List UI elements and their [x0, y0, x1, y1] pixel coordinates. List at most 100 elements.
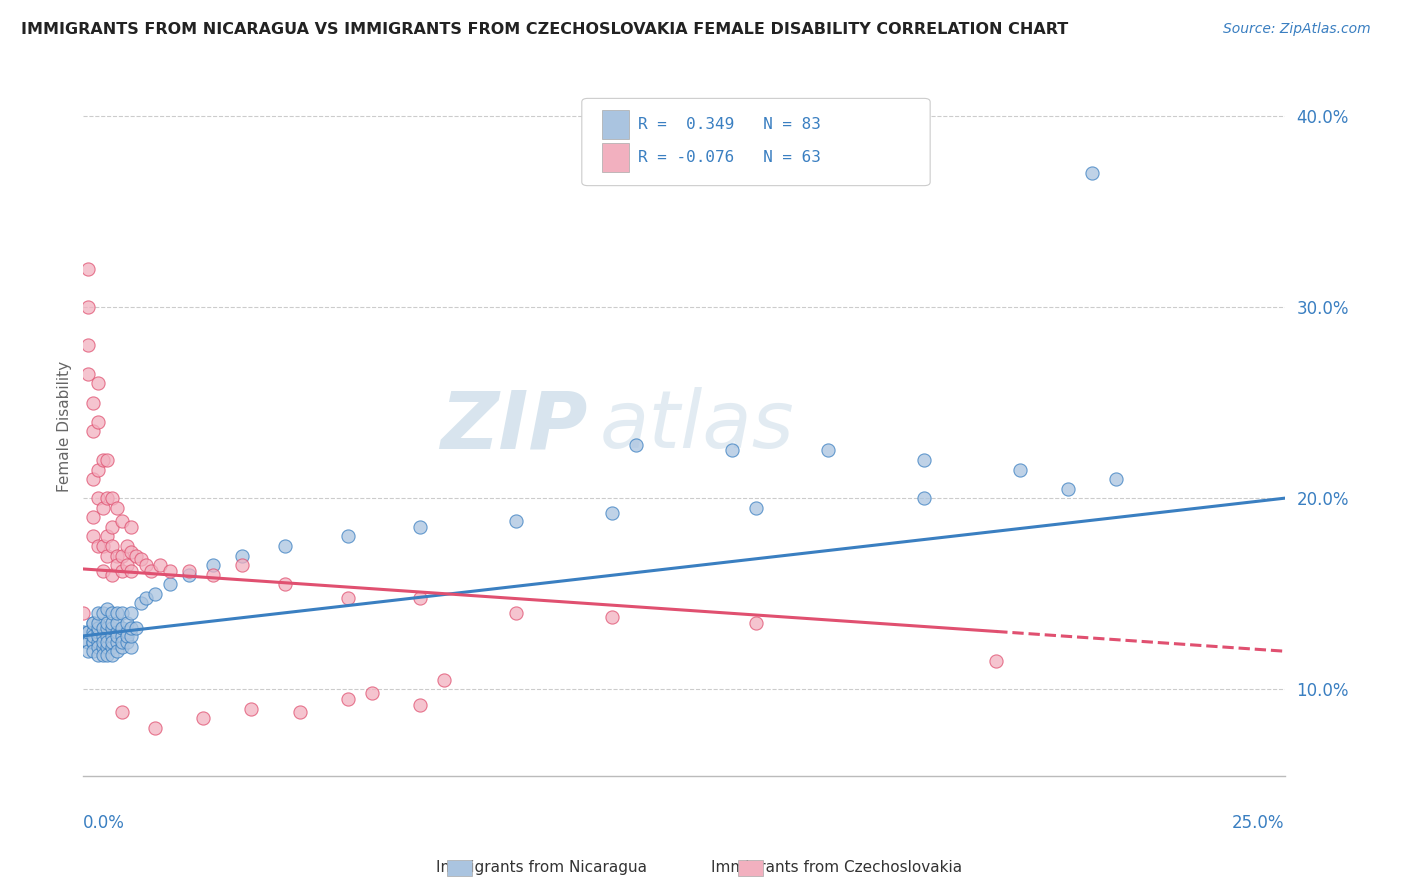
Point: [111, 549, 134, 563]
Point: [77, 644, 100, 658]
Point: [91, 453, 114, 467]
Text: IMMIGRANTS FROM NICARAGUA VS IMMIGRANTS FROM CZECHOSLOVAKIA FEMALE DISABILITY CO: IMMIGRANTS FROM NICARAGUA VS IMMIGRANTS …: [21, 22, 1069, 37]
Point: [82, 615, 104, 630]
Point: [86, 625, 108, 640]
Point: [125, 621, 148, 635]
Point: [1010, 462, 1032, 476]
Point: [111, 706, 134, 720]
Point: [111, 634, 134, 648]
Text: Immigrants from Czechoslovakia: Immigrants from Czechoslovakia: [711, 860, 962, 874]
Point: [120, 621, 142, 635]
Point: [193, 711, 215, 725]
Point: [91, 500, 114, 515]
Text: ZIP: ZIP: [440, 387, 588, 466]
Point: [96, 491, 118, 506]
Point: [86, 491, 108, 506]
Point: [115, 634, 138, 648]
Point: [111, 629, 134, 643]
Point: [336, 692, 359, 706]
Point: [96, 529, 118, 543]
Point: [177, 564, 200, 578]
Point: [721, 443, 744, 458]
Point: [135, 591, 157, 605]
Point: [105, 644, 128, 658]
Text: Source: ZipAtlas.com: Source: ZipAtlas.com: [1223, 22, 1371, 37]
FancyBboxPatch shape: [602, 110, 628, 139]
Point: [120, 640, 142, 655]
Point: [91, 621, 114, 635]
Point: [105, 615, 128, 630]
Point: [82, 629, 104, 643]
Point: [745, 500, 768, 515]
Text: Immigrants from Nicaragua: Immigrants from Nicaragua: [436, 860, 647, 874]
Point: [115, 615, 138, 630]
Point: [408, 591, 430, 605]
Point: [96, 629, 118, 643]
Point: [96, 634, 118, 648]
Point: [145, 721, 167, 735]
Point: [129, 596, 152, 610]
Point: [96, 640, 118, 655]
Point: [202, 567, 225, 582]
Point: [101, 640, 124, 655]
Point: [82, 395, 104, 409]
Point: [336, 529, 359, 543]
Point: [82, 472, 104, 486]
Point: [101, 634, 124, 648]
Point: [336, 591, 359, 605]
Point: [120, 606, 142, 620]
Point: [1105, 472, 1128, 486]
Point: [111, 640, 134, 655]
Point: [120, 564, 142, 578]
Point: [77, 338, 100, 352]
Point: [82, 424, 104, 438]
Point: [77, 625, 100, 640]
Point: [82, 634, 104, 648]
Point: [82, 510, 104, 524]
Point: [91, 539, 114, 553]
Point: [96, 648, 118, 662]
Point: [360, 686, 382, 700]
Y-axis label: Female Disability: Female Disability: [58, 361, 72, 492]
Point: [77, 261, 100, 276]
Point: [96, 453, 118, 467]
Point: [1081, 166, 1104, 180]
Text: R =  0.349   N = 83: R = 0.349 N = 83: [638, 117, 821, 132]
Point: [91, 629, 114, 643]
Point: [120, 629, 142, 643]
Point: [101, 629, 124, 643]
Point: [105, 629, 128, 643]
Point: [159, 564, 181, 578]
Point: [231, 549, 253, 563]
Point: [1057, 482, 1080, 496]
Point: [72, 606, 94, 620]
Point: [77, 300, 100, 314]
Point: [111, 514, 134, 528]
Point: [105, 549, 128, 563]
Point: [115, 625, 138, 640]
Point: [274, 539, 297, 553]
Point: [86, 640, 108, 655]
Point: [86, 376, 108, 391]
Point: [912, 491, 935, 506]
Point: [202, 558, 225, 573]
Point: [505, 514, 527, 528]
Point: [105, 606, 128, 620]
Point: [77, 634, 100, 648]
Point: [91, 564, 114, 578]
Point: [86, 539, 108, 553]
Point: [231, 558, 253, 573]
Point: [600, 507, 623, 521]
Point: [101, 615, 124, 630]
Point: [101, 621, 124, 635]
Point: [111, 564, 134, 578]
Point: [105, 625, 128, 640]
Point: [120, 520, 142, 534]
Point: [288, 706, 311, 720]
Point: [240, 701, 263, 715]
Point: [86, 606, 108, 620]
Point: [125, 549, 148, 563]
Point: [91, 640, 114, 655]
Point: [624, 437, 647, 451]
Point: [745, 615, 768, 630]
